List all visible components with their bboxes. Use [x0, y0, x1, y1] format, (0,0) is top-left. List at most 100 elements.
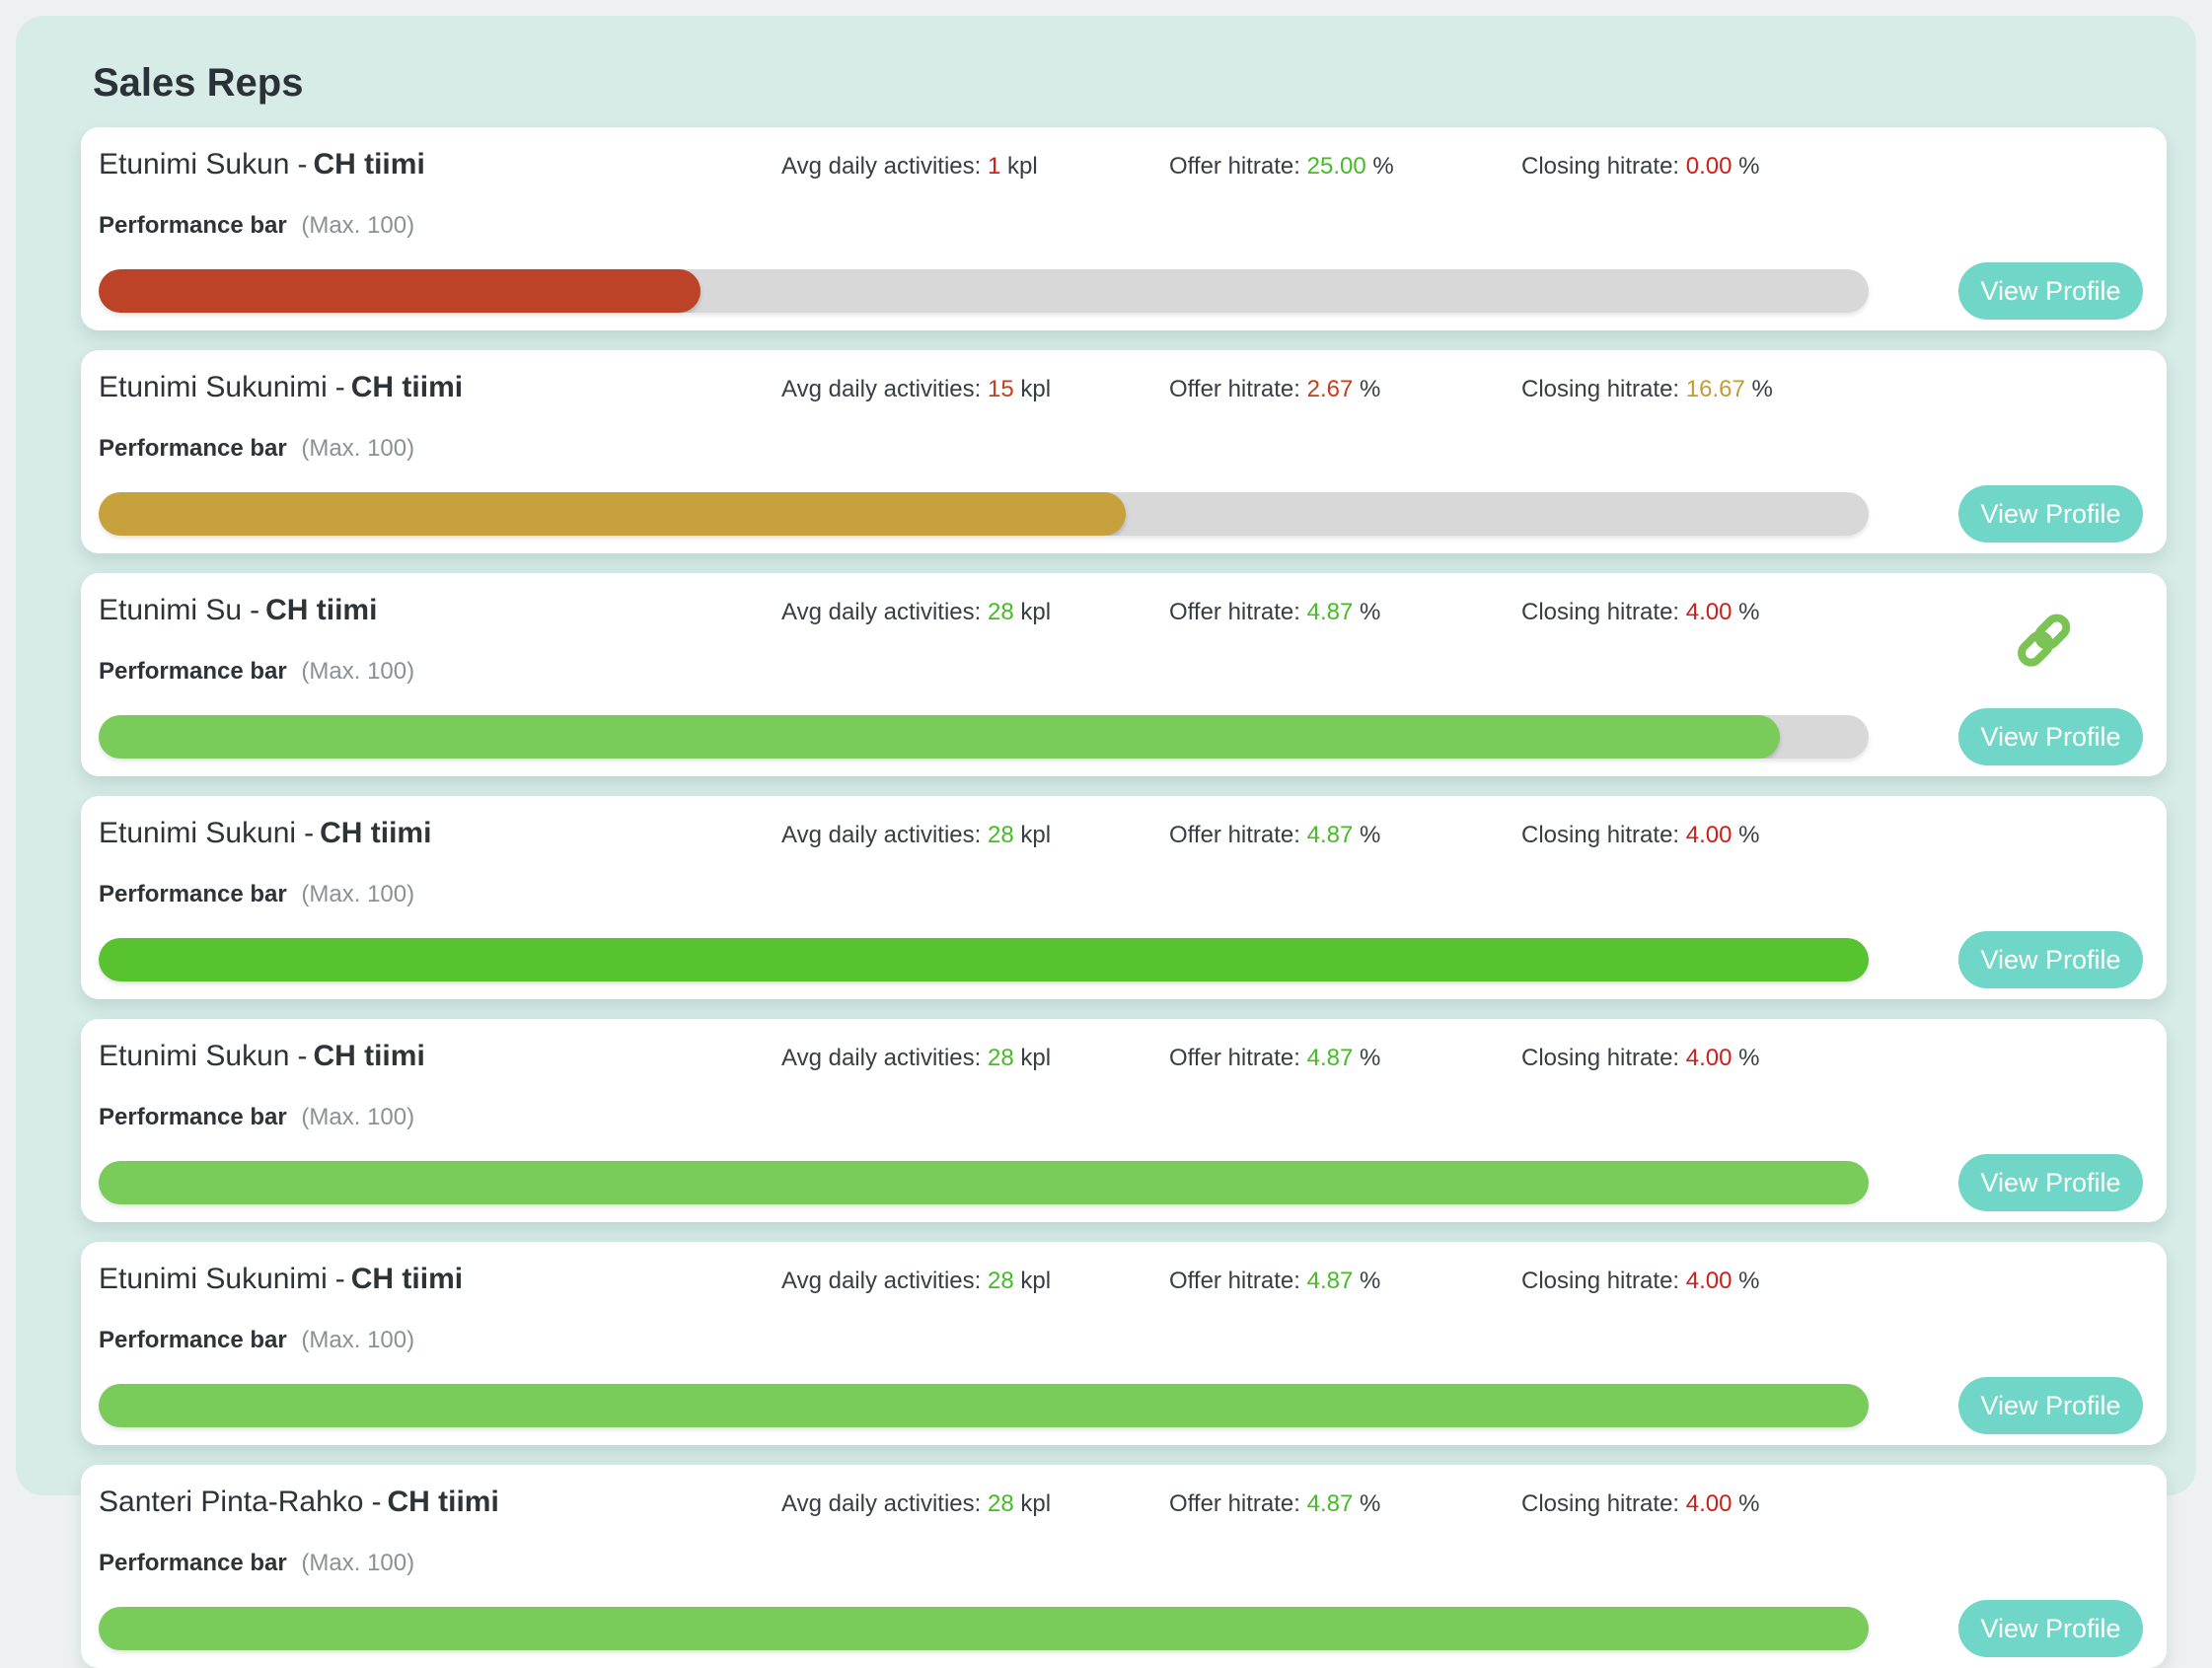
closing-hitrate-label: Closing hitrate:	[1521, 822, 1680, 848]
offer-hitrate-label: Offer hitrate:	[1169, 1268, 1300, 1294]
view-profile-button[interactable]: View Profile	[1958, 1154, 2143, 1211]
avg-daily-activities-stat: Avg daily activities: 28 kpl	[781, 1487, 1169, 1522]
offer-hitrate-label: Offer hitrate:	[1169, 153, 1300, 180]
percent-unit: %	[1738, 1268, 1760, 1294]
avg-daily-activities-label: Avg daily activities:	[781, 153, 982, 180]
performance-bar-caption: Performance bar (Max. 100)	[99, 1326, 2143, 1355]
offer-hitrate-value: 2.67	[1306, 376, 1354, 402]
percent-unit: %	[1360, 822, 1381, 848]
view-profile-button[interactable]: View Profile	[1958, 1600, 2143, 1657]
rep-name-group: Etunimi Sukunimi - CH tiimi	[99, 370, 781, 410]
sales-rep-card: Etunimi Sukunimi - CH tiimi Avg daily acti…	[81, 350, 2167, 553]
rep-header-row: Etunimi Sukunimi - CH tiimi Avg daily acti…	[99, 1262, 2143, 1302]
rep-header-row: Etunimi Sukunimi - CH tiimi Avg daily acti…	[99, 370, 2143, 410]
offer-hitrate-label: Offer hitrate:	[1169, 1490, 1300, 1517]
activities-unit: kpl	[1020, 376, 1052, 402]
name-team-separator: -	[297, 1040, 308, 1072]
avg-daily-activities-label: Avg daily activities:	[781, 1045, 982, 1071]
percent-unit: %	[1751, 376, 1773, 402]
performance-bar-max: (Max. 100)	[294, 212, 415, 239]
performance-bar-track	[99, 269, 1869, 313]
performance-bar-fill	[99, 492, 1126, 536]
performance-bar-fill	[99, 1161, 1869, 1204]
performance-bar-caption: Performance bar (Max. 100)	[99, 880, 2143, 909]
performance-bar-row: View Profile	[99, 708, 2143, 765]
closing-hitrate-label: Closing hitrate:	[1521, 1268, 1680, 1294]
name-team-separator: -	[250, 594, 260, 626]
performance-bar-row: View Profile	[99, 1154, 2143, 1211]
closing-hitrate-label: Closing hitrate:	[1521, 1490, 1680, 1517]
activities-unit: kpl	[1007, 153, 1038, 180]
percent-unit: %	[1360, 1268, 1381, 1294]
rep-header-row: Etunimi Sukun - CH tiimi Avg daily activit…	[99, 147, 2143, 187]
rep-name-group: Santeri Pinta-Rahko - CH tiimi	[99, 1485, 781, 1525]
offer-hitrate-stat: Offer hitrate: 4.87 %	[1169, 1487, 1521, 1522]
page-title: Sales Reps	[93, 61, 304, 105]
performance-bar-caption: Performance bar (Max. 100)	[99, 434, 2143, 464]
performance-bar-track	[99, 1607, 1869, 1650]
rep-team: CH tiimi	[387, 1486, 499, 1518]
closing-hitrate-stat: Closing hitrate: 4.00 %	[1521, 1041, 2143, 1076]
closing-hitrate-stat: Closing hitrate: 16.67 %	[1521, 372, 2143, 407]
percent-unit: %	[1372, 153, 1394, 180]
view-profile-button[interactable]: View Profile	[1958, 485, 2143, 543]
rep-team: CH tiimi	[265, 594, 378, 626]
percent-unit: %	[1738, 822, 1760, 848]
avg-daily-activities-stat: Avg daily activities: 1 kpl	[781, 149, 1169, 184]
percent-unit: %	[1360, 1490, 1381, 1517]
offer-hitrate-value: 25.00	[1306, 153, 1366, 180]
percent-unit: %	[1738, 1490, 1760, 1517]
rep-name: Etunimi Sukun	[99, 148, 290, 181]
view-profile-button[interactable]: View Profile	[1958, 708, 2143, 765]
performance-bar-caption: Performance bar (Max. 100)	[99, 1103, 2143, 1132]
rep-name: Etunimi Sukunimi	[99, 371, 328, 403]
rep-team: CH tiimi	[350, 371, 464, 403]
offer-hitrate-label: Offer hitrate:	[1169, 1045, 1300, 1071]
percent-unit: %	[1738, 153, 1760, 180]
activities-unit: kpl	[1020, 1490, 1052, 1517]
avg-daily-activities-value: 1	[987, 153, 1001, 180]
offer-hitrate-value: 4.87	[1306, 1045, 1354, 1071]
rep-name: Santeri Pinta-Rahko	[99, 1486, 364, 1518]
performance-bar-track	[99, 938, 1869, 981]
rep-name: Etunimi Su	[99, 594, 243, 626]
activities-unit: kpl	[1020, 1268, 1052, 1294]
closing-hitrate-label: Closing hitrate:	[1521, 153, 1680, 180]
performance-bar-max: (Max. 100)	[294, 881, 415, 907]
rep-name: Etunimi Sukun	[99, 1040, 290, 1072]
performance-bar-label: Performance bar	[99, 658, 287, 685]
offer-hitrate-label: Offer hitrate:	[1169, 376, 1300, 402]
closing-hitrate-value: 4.00	[1685, 1490, 1733, 1517]
avg-daily-activities-label: Avg daily activities:	[781, 822, 982, 848]
offer-hitrate-value: 4.87	[1306, 1268, 1354, 1294]
rep-name-group: Etunimi Su - CH tiimi	[99, 593, 781, 633]
performance-bar-label: Performance bar	[99, 212, 287, 239]
percent-unit: %	[1738, 599, 1760, 625]
closing-hitrate-value: 4.00	[1685, 1045, 1733, 1071]
sales-rep-card: Etunimi Sukunimi - CH tiimi Avg daily acti…	[81, 1242, 2167, 1445]
view-profile-button[interactable]: View Profile	[1958, 1377, 2143, 1434]
offer-hitrate-label: Offer hitrate:	[1169, 822, 1300, 848]
performance-bar-label: Performance bar	[99, 1104, 287, 1130]
rep-team: CH tiimi	[313, 1040, 425, 1072]
view-profile-button[interactable]: View Profile	[1958, 262, 2143, 320]
performance-bar-row: View Profile	[99, 931, 2143, 988]
performance-bar-label: Performance bar	[99, 881, 287, 907]
view-profile-button[interactable]: View Profile	[1958, 931, 2143, 988]
avg-daily-activities-value: 28	[987, 599, 1014, 625]
offer-hitrate-stat: Offer hitrate: 2.67 %	[1169, 372, 1521, 407]
closing-hitrate-stat: Closing hitrate: 4.00 %	[1521, 1487, 2143, 1522]
rep-team: CH tiimi	[350, 1263, 464, 1295]
closing-hitrate-stat: Closing hitrate: 4.00 %	[1521, 818, 2143, 853]
percent-unit: %	[1360, 599, 1381, 625]
offer-hitrate-stat: Offer hitrate: 4.87 %	[1169, 1041, 1521, 1076]
rep-name-group: Etunimi Sukuni - CH tiimi	[99, 816, 781, 856]
rep-name: Etunimi Sukuni	[99, 817, 297, 849]
performance-bar-max: (Max. 100)	[294, 1327, 415, 1353]
sales-rep-card: Etunimi Sukun - CH tiimi Avg daily activit…	[81, 127, 2167, 330]
performance-bar-fill	[99, 1384, 1869, 1427]
percent-unit: %	[1360, 376, 1381, 402]
performance-bar-max: (Max. 100)	[294, 658, 415, 685]
closing-hitrate-value: 4.00	[1685, 599, 1733, 625]
performance-bar-label: Performance bar	[99, 1550, 287, 1576]
